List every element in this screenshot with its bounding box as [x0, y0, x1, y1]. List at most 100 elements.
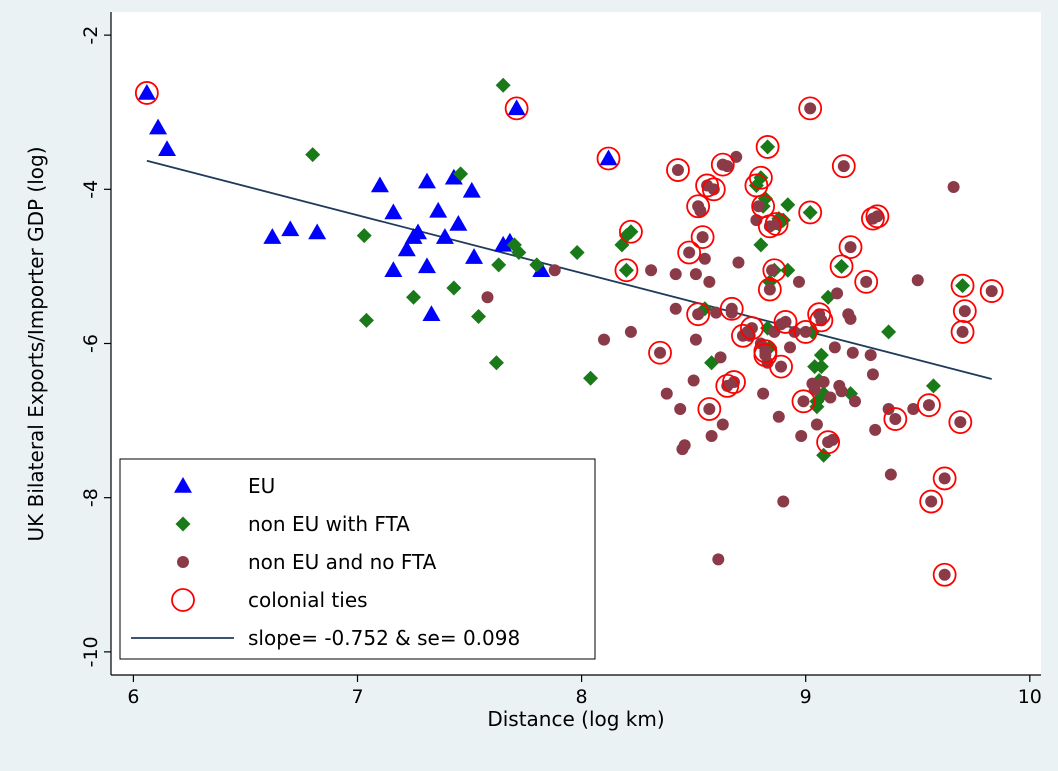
fta-point: [955, 278, 971, 294]
no-fta-point: [889, 413, 902, 426]
no-fta-point: [694, 204, 707, 217]
eu-point: [435, 228, 454, 244]
colonial-ring: [773, 310, 798, 334]
y-tick-label: -4: [80, 180, 102, 199]
fta-point: [753, 237, 769, 253]
colonial-ring: [979, 279, 1004, 303]
no-fta-point: [703, 403, 716, 416]
no-fta-point: [660, 387, 673, 400]
eu-point: [397, 240, 416, 257]
colonial-ring: [948, 410, 973, 435]
fta-point: [834, 258, 850, 274]
legend-label: non EU and no FTA: [248, 550, 437, 574]
no-fta-point: [752, 200, 765, 213]
no-fta-point: [985, 285, 998, 298]
x-tick-label: 8: [576, 686, 588, 708]
eu-point: [444, 168, 463, 185]
no-fta-point: [824, 391, 837, 404]
no-fta-point: [678, 439, 691, 452]
colonial-ring: [753, 343, 778, 367]
eu-point: [422, 305, 441, 321]
colonial-ring: [596, 146, 621, 171]
no-fta-point: [907, 403, 920, 416]
colonial-ring: [917, 393, 941, 418]
colonial-ring: [950, 273, 975, 298]
colonial-ring: [648, 340, 672, 365]
no-fta-point: [689, 333, 702, 346]
colonial-ring: [695, 173, 719, 198]
colonial-ring: [677, 240, 702, 265]
no-fta-point: [669, 268, 682, 281]
no-fta-point: [828, 341, 841, 354]
legend-label: non EU with FTA: [248, 512, 410, 536]
x-tick-label: 7: [351, 686, 363, 708]
colonial-ring: [762, 258, 787, 283]
colonial-ring: [614, 258, 639, 283]
y-tick-label: -6: [80, 334, 102, 353]
eu-point: [137, 83, 156, 100]
no-fta-point: [548, 264, 561, 277]
eu-point: [465, 248, 484, 264]
colonial-ring: [798, 200, 823, 225]
no-fta-point: [864, 349, 877, 362]
fta-point: [453, 166, 469, 182]
x-axis-title: Distance (log km): [487, 707, 664, 731]
no-fta-point: [792, 275, 805, 288]
series-no-fta-point: [481, 102, 998, 581]
fta-point: [495, 77, 511, 93]
marks-layer: [134, 77, 1004, 587]
colonial-ring: [686, 302, 711, 327]
no-fta-point: [947, 181, 960, 194]
colonial-ring: [865, 204, 890, 229]
colonial-ring: [764, 212, 789, 236]
no-fta-point: [938, 472, 951, 485]
colonial-ring: [816, 430, 841, 455]
fta-point: [623, 224, 639, 240]
fta-point: [618, 262, 634, 278]
no-fta-point: [703, 275, 716, 288]
no-fta-point: [598, 333, 611, 346]
no-fta-point: [624, 325, 637, 338]
colonial-ring: [740, 316, 764, 340]
no-fta-point: [925, 495, 938, 508]
colonial-ring: [697, 397, 722, 421]
legend-box: [119, 458, 596, 660]
y-axis-title: UK Bilateral Exports/Importer GDP (log): [24, 146, 48, 541]
no-fta-point: [797, 395, 810, 408]
colonial-ring: [798, 96, 823, 121]
eu-point: [462, 181, 481, 198]
legend-label: colonial ties: [248, 588, 368, 612]
fta-point: [406, 289, 422, 305]
no-fta-point: [481, 291, 494, 304]
no-fta-point: [775, 360, 788, 373]
fta-point: [358, 312, 374, 328]
no-fta-point: [799, 325, 812, 338]
colonial-ring: [715, 374, 740, 398]
no-fta-point: [860, 275, 873, 288]
no-fta-point: [844, 241, 857, 254]
no-fta-point: [696, 231, 709, 244]
eu-point: [149, 118, 168, 135]
colonial-ring: [134, 81, 159, 105]
axes-layer: 6 7 8 9 10 -2 -4 -6 -8 -10: [80, 12, 1042, 708]
no-fta-point: [835, 385, 848, 398]
no-fta-point: [784, 341, 797, 354]
fit-line: [146, 159, 992, 380]
colonial-ring: [838, 235, 863, 260]
no-fta-point: [654, 346, 667, 359]
x-tick-label: 6: [127, 686, 139, 708]
no-fta-point: [757, 387, 770, 400]
legend-no-fta-point-key: [177, 556, 189, 568]
no-fta-point: [645, 264, 658, 277]
no-fta-point: [866, 368, 879, 381]
no-fta-point: [871, 210, 884, 223]
colonial-ring: [722, 370, 746, 394]
no-fta-point: [810, 418, 823, 431]
no-fta-point: [922, 399, 935, 412]
legend-colonial-ring-key: [171, 588, 195, 612]
y-tick-label: -8: [80, 488, 102, 507]
colonial-ring: [932, 466, 957, 491]
no-fta-point: [712, 553, 725, 566]
eu-point: [429, 201, 448, 218]
legend-eu-point-key: [174, 477, 192, 493]
